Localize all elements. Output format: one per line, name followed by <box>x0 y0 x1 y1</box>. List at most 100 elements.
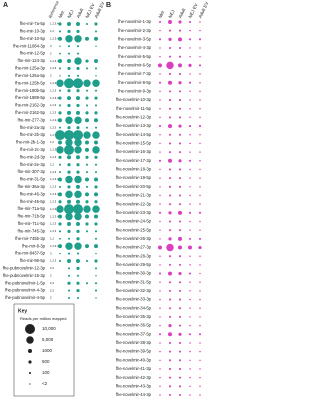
bubble <box>59 75 61 77</box>
bubble <box>159 108 161 110</box>
bubble <box>159 220 161 223</box>
bubble <box>178 29 182 32</box>
bubble <box>94 282 98 285</box>
bubble <box>159 186 161 188</box>
reference: 1,2,3 <box>50 111 57 115</box>
key-label: <2 <box>42 381 48 386</box>
reference: 2 <box>50 296 52 300</box>
reference: 1,2,3 <box>50 103 57 107</box>
bubble <box>168 350 172 353</box>
row-label: fhe-mir-277-3p <box>18 117 46 122</box>
bubble <box>59 52 61 55</box>
bubble <box>85 89 89 92</box>
bubble <box>73 78 83 89</box>
row-label: fhe-novelmir-41-3p <box>116 366 152 371</box>
column-header: Met <box>157 9 165 19</box>
key-bubble <box>25 324 35 334</box>
bubble <box>67 237 71 240</box>
bubble <box>159 290 161 292</box>
bubble <box>159 376 161 379</box>
row-label: fhe-novelmir-8-5p <box>118 80 151 85</box>
bubble <box>189 29 191 32</box>
row-label: fhe-mir-71a-5p <box>18 206 46 211</box>
bubble <box>199 307 201 309</box>
bubble <box>67 185 71 189</box>
bubble <box>178 107 182 110</box>
row-label: fhe-pubnovelmir-4-5p <box>5 295 45 300</box>
row-label: fhe-mir-71c-5p <box>18 221 46 226</box>
bubble <box>188 211 192 214</box>
row-label: fhe-mir-307-3p <box>18 169 46 174</box>
bubble <box>67 221 71 226</box>
bubble <box>58 214 62 219</box>
bubble <box>65 212 73 221</box>
bubble <box>159 203 161 205</box>
bubble <box>74 146 82 154</box>
bubble <box>188 20 192 24</box>
bubble <box>58 185 62 188</box>
bubble <box>67 289 71 292</box>
bubble <box>199 350 201 353</box>
bubble <box>92 146 100 154</box>
bubble <box>199 47 201 49</box>
reference: 1,2,3,4 <box>50 207 59 211</box>
bubble <box>67 199 71 204</box>
bubble <box>168 177 172 180</box>
bubble <box>198 211 202 214</box>
bubble <box>76 184 80 189</box>
reference: 2,3 <box>50 281 54 285</box>
bubble <box>159 90 161 93</box>
bubble <box>83 79 91 87</box>
bubble <box>85 96 89 100</box>
row-label: fhe-novelmir-43-3p <box>116 383 152 388</box>
reference: 1,2,3 <box>50 170 57 174</box>
bubble <box>94 140 98 145</box>
bubble <box>159 324 161 327</box>
bubble <box>189 108 191 110</box>
bubble <box>189 376 191 379</box>
bubble <box>168 237 172 241</box>
bubble <box>178 116 182 119</box>
bubble <box>189 316 191 318</box>
row-label: fhe-mir-125a-3p <box>15 66 45 71</box>
bubble <box>94 104 98 107</box>
key-bubble <box>28 349 32 353</box>
key-box <box>13 303 75 397</box>
bubble <box>178 263 182 266</box>
bubble <box>159 134 161 136</box>
bubble <box>168 185 172 188</box>
bubble <box>76 289 80 293</box>
column-header: Adult <box>177 7 186 19</box>
bubble <box>92 79 100 87</box>
bubble <box>74 35 82 43</box>
row-label: fhe-novelmir-19-5p <box>116 175 152 180</box>
bubble <box>76 103 80 108</box>
bubble <box>199 272 201 275</box>
row-label: fhe-mir-1989-5p <box>15 95 45 100</box>
bubble <box>198 125 202 128</box>
row-label: fhe-mir-2e-3p <box>20 162 46 167</box>
bubble <box>67 22 71 26</box>
bubble <box>67 163 71 167</box>
bubble <box>199 29 201 32</box>
row-label: fhe-mir-46-3p <box>20 191 46 196</box>
row-label: fhe-mir-46-5p <box>20 199 46 204</box>
reference: 1,2,3 <box>50 259 57 263</box>
bubble <box>76 274 80 277</box>
row-label: fhe-pubnovelmir-4-3p <box>5 288 45 293</box>
bubble <box>178 298 182 301</box>
bubble <box>199 281 201 283</box>
reference: 1,2,3,4 <box>50 133 59 137</box>
bubble <box>85 36 89 41</box>
bubble <box>85 244 89 249</box>
bubble <box>189 73 191 75</box>
bubble <box>94 67 98 70</box>
bubble <box>188 125 192 128</box>
bubble <box>76 29 80 33</box>
row-label: fhe-novelmir-34-5p <box>116 305 152 310</box>
bubble <box>67 74 71 77</box>
bubble <box>85 104 89 107</box>
bubble <box>58 126 62 129</box>
bubble <box>178 229 182 232</box>
bubble <box>168 203 172 206</box>
